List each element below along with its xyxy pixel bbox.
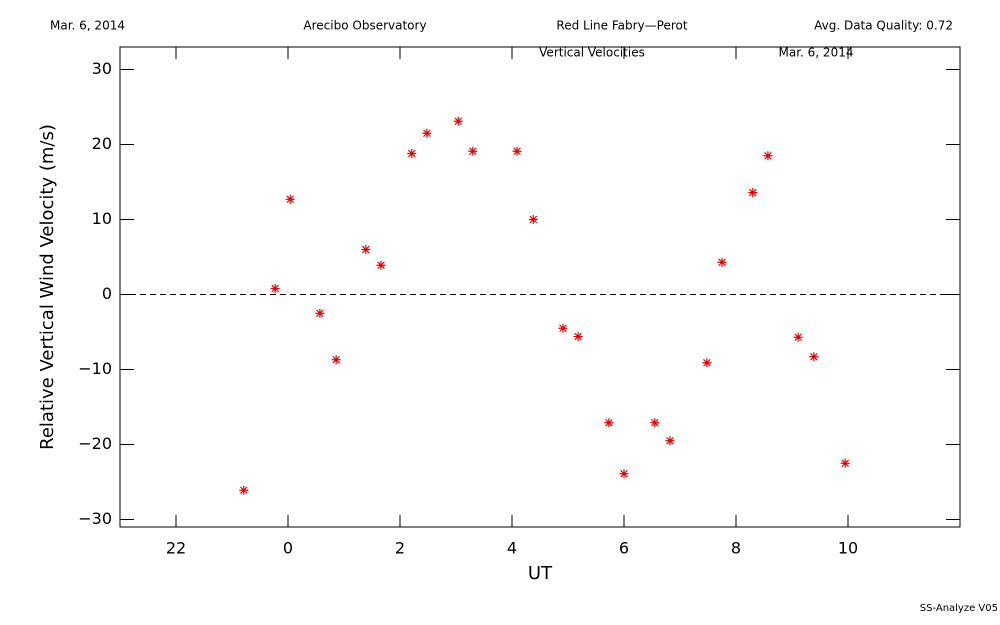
- point: [331, 355, 341, 365]
- point: [376, 260, 386, 270]
- plot-frame: [119, 46, 961, 528]
- point: [558, 323, 568, 333]
- point: [650, 418, 660, 428]
- point: [665, 436, 675, 446]
- header-site: Arecibo Observatory: [303, 19, 426, 33]
- point: [619, 469, 629, 479]
- y-tick-label: 10: [92, 209, 112, 228]
- point: [573, 332, 583, 341]
- x-axis-label: UT: [528, 563, 553, 584]
- footer: SS-Analyze V05: [920, 603, 998, 614]
- y-tick-label: −10: [78, 359, 112, 378]
- y-tick-label: −30: [78, 509, 112, 528]
- point: [407, 149, 417, 158]
- point: [840, 458, 850, 468]
- y-axis-label: Relative Vertical Wind Velocity (m/s): [37, 124, 58, 450]
- point: [285, 194, 295, 204]
- point: [604, 418, 614, 428]
- header-date: Mar. 6, 2014: [50, 19, 125, 33]
- y-tick-label: −20: [78, 434, 112, 453]
- point: [468, 146, 478, 156]
- point: [270, 284, 280, 293]
- y-tick-label: 0: [102, 284, 112, 303]
- point: [702, 358, 712, 368]
- point: [422, 128, 432, 138]
- point: [809, 352, 819, 362]
- header-quality: Avg. Data Quality: 0.72: [814, 19, 953, 33]
- header-instrument: Red Line Fabry—Perot: [556, 19, 687, 33]
- point: [453, 116, 463, 126]
- point: [528, 215, 538, 224]
- point: [315, 308, 325, 318]
- point: [512, 146, 522, 156]
- plot-title: Vertical Velocities: [539, 46, 645, 60]
- x-tick-label: 0: [283, 539, 293, 558]
- point: [361, 245, 371, 254]
- x-tick-label: 6: [619, 539, 629, 558]
- x-tick-label: 4: [507, 539, 517, 558]
- point: [793, 332, 803, 342]
- point: [763, 151, 773, 161]
- x-tick-label: 22: [166, 539, 186, 558]
- y-tick-label: 20: [92, 134, 112, 153]
- x-tick-label: 8: [731, 539, 741, 558]
- y-tick-label: 30: [92, 59, 112, 78]
- plot-date: Mar. 6, 2014: [779, 46, 854, 60]
- point: [717, 257, 727, 267]
- point: [239, 485, 249, 495]
- x-tick-label: 10: [838, 539, 858, 558]
- x-tick-label: 2: [395, 539, 405, 558]
- point: [748, 188, 758, 197]
